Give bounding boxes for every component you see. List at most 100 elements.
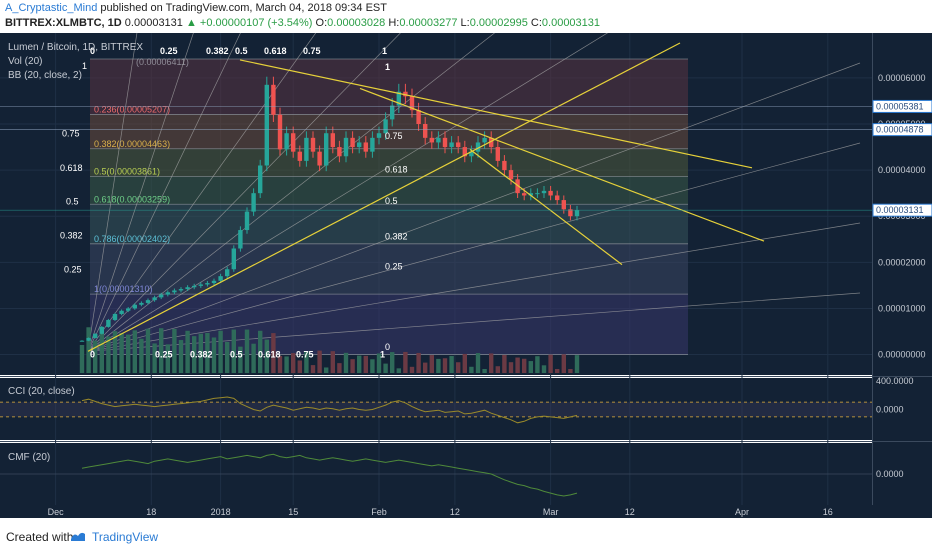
candle-body (192, 285, 197, 288)
candle-body (337, 147, 342, 157)
volume-bar (561, 354, 566, 373)
candle-body (416, 110, 421, 124)
time-tick-label: 15 (288, 507, 298, 517)
volume-bar (508, 362, 514, 373)
volume-bar (225, 341, 230, 373)
fib-top-label: (0.00006411) (136, 57, 189, 67)
fib-level-label: 1(0.00001310) (94, 284, 153, 294)
candle-body (172, 290, 177, 293)
fan-bottom-label: 0.382 (190, 349, 213, 359)
volume-bar (548, 354, 553, 373)
cmf-legend[interactable]: CMF (20) (8, 452, 50, 463)
candle-body (376, 133, 382, 138)
created-with-text: Created with (6, 530, 74, 544)
candle-body (231, 248, 236, 270)
volume-bar (277, 355, 283, 373)
volume-bar (541, 365, 547, 373)
cci-pane-background (0, 378, 872, 440)
price-badge-background (872, 123, 932, 137)
volume-bar (310, 365, 316, 373)
candle-body (475, 142, 481, 152)
candle-body (297, 151, 302, 161)
cci-tick-label: 400.0000 (876, 376, 914, 386)
low-value: 0.00002995 (469, 17, 528, 29)
candle-body (244, 211, 250, 231)
candle-body (442, 137, 448, 148)
symbol-line: BITTREX:XLMBTC, 1D (5, 17, 122, 29)
fan2-label: 0.618 (385, 164, 408, 174)
volume-bar (211, 337, 217, 373)
gann-fan-line (87, 292, 861, 352)
volume-bar (317, 350, 322, 373)
candle-body (548, 190, 553, 196)
price-axis: 0.000060000.000050000.000040000.00003000… (0, 73, 932, 360)
volume-bar (350, 359, 355, 373)
candle-body (126, 308, 131, 311)
candle-body (541, 190, 547, 194)
symbol-info-line: BITTREX:XLMBTC, 1D 0.00003131 ▲ +0.00000… (5, 17, 600, 29)
candle-body (343, 137, 349, 157)
volume-bar (489, 353, 494, 373)
volume-bar (106, 336, 111, 373)
candle-body (456, 142, 461, 148)
chart-frame[interactable]: 0.236(0.00005207) 0.382(0.00004463) 0.5(0.… (0, 12, 932, 518)
bb-legend[interactable]: BB (20, close, 2) (8, 70, 82, 81)
fib-level-label: 0.236(0.00005207) (94, 104, 170, 114)
author-link[interactable]: A_Cryptastic_Mind (5, 2, 98, 14)
candle-body (555, 195, 560, 201)
volume-bar (165, 344, 170, 373)
volume-bar (251, 343, 256, 373)
candle-body (489, 137, 494, 148)
time-tick-label: 18 (146, 507, 156, 517)
cmf-line (81, 453, 578, 497)
candle-body (574, 210, 580, 217)
volume-bar (462, 353, 467, 373)
volume-bar (192, 336, 197, 373)
fan-left-label: 0.75 (62, 128, 80, 138)
volume-bar (409, 366, 415, 373)
fan2-label: 0.75 (385, 131, 403, 141)
trend-line (469, 148, 623, 266)
candle-body (522, 193, 527, 196)
fan-top-label: 0.75 (303, 46, 321, 56)
price-chart[interactable]: 0.236(0.00005207)0.382(0.00004463)0.5(0.… (0, 12, 932, 518)
tradingview-brand[interactable]: TradingView (92, 530, 159, 544)
volume-bar (416, 352, 421, 373)
candle-body (436, 137, 441, 143)
time-axis: Dec 18 2018 15 Feb 12 Mar 12 Apr 16 (48, 507, 833, 517)
candle-body (211, 280, 217, 284)
volume-bar (383, 363, 388, 373)
candle-body (284, 133, 289, 150)
volume-bar (370, 359, 375, 373)
volume-bar (172, 328, 177, 373)
volume-bar (469, 366, 474, 373)
volume-bar (139, 338, 144, 373)
candle-body (535, 193, 540, 195)
volume-bar (495, 366, 500, 373)
candle-body (106, 319, 111, 327)
cci-legend[interactable]: CCI (20, close) (8, 386, 75, 397)
fan2-label: 0 (385, 342, 390, 352)
price-tick-label: 0.00002000 (878, 257, 926, 267)
volume-bar (231, 329, 236, 373)
fan2-label: 1 (385, 62, 390, 72)
fib-retracement: 0.236(0.00005207)0.382(0.00004463)0.5(0.… (90, 57, 688, 355)
volume-bar (264, 339, 269, 373)
time-tick-label: 16 (823, 507, 833, 517)
fan-top-label: 0.25 (160, 46, 178, 56)
fib-band (90, 243, 688, 295)
fan-left-label: 0.25 (64, 264, 82, 274)
volume-bar (258, 330, 263, 373)
close-label: C: (530, 17, 542, 29)
candle-body (324, 133, 329, 166)
fib-band (90, 204, 688, 244)
fan-bottom-label: 0 (90, 349, 95, 359)
price-tick-label: 0.00004000 (878, 165, 926, 175)
fan-labels: 0 0.25 0.382 0.5 0.618 0.75 10 0.25 0.382 0.5 0.61… (60, 46, 408, 359)
candle-body (198, 284, 203, 286)
cmf-indicator: 0.0000 (0, 453, 904, 497)
gann-fan-line (87, 12, 251, 352)
vol-legend[interactable]: Vol (20) (8, 56, 42, 67)
candle-body (370, 137, 375, 152)
candle-body (310, 137, 316, 152)
